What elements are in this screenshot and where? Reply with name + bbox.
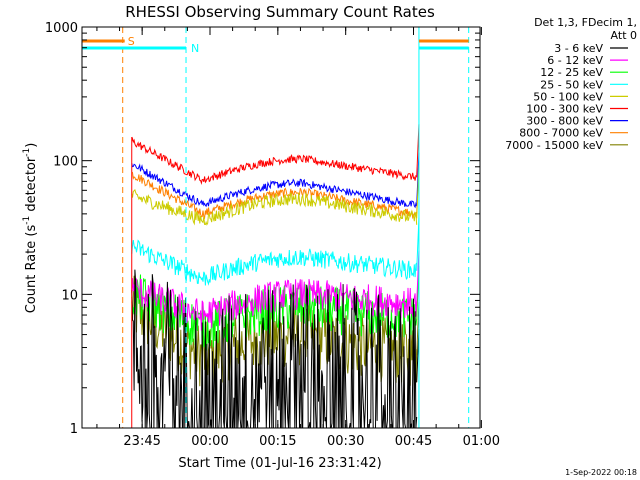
annotation-layer: SN bbox=[82, 27, 470, 428]
night-flag-label: N bbox=[191, 42, 199, 55]
y-axis: 1 10 100 1000 bbox=[45, 21, 480, 437]
y-tick-label: 100 bbox=[53, 155, 78, 170]
series-line bbox=[131, 188, 418, 226]
legend-entry-label: 3 - 6 keV bbox=[554, 42, 603, 55]
generation-timestamp: 1-Sep-2022 00:18 bbox=[565, 468, 637, 477]
y-tick-label: 10 bbox=[61, 288, 78, 303]
y-tick-label: 1 bbox=[70, 422, 78, 437]
chart-title: RHESSI Observing Summary Count Rates bbox=[125, 3, 435, 21]
legend-entry-label: 300 - 800 keV bbox=[526, 115, 603, 128]
legend-entry-label: 7000 - 15000 keV bbox=[505, 139, 603, 152]
legend-header-line1: Det 1,3, FDecim 1, bbox=[534, 16, 637, 29]
legend-entry-label: 25 - 50 keV bbox=[540, 78, 603, 91]
legend-entry-label: 12 - 25 keV bbox=[540, 66, 603, 79]
x-axis-label: Start Time (01-Jul-16 23:31:42) bbox=[178, 456, 381, 471]
x-tick-label: 23:45 bbox=[123, 434, 160, 449]
series-line bbox=[131, 277, 418, 331]
plot-frame bbox=[81, 26, 481, 429]
legend-header-line2: Att 0 bbox=[611, 29, 637, 42]
series-line bbox=[131, 171, 418, 220]
x-tick-label: 00:00 bbox=[191, 434, 228, 449]
series-line bbox=[131, 239, 418, 286]
saa-flag-label: S bbox=[128, 35, 135, 48]
series-line bbox=[131, 136, 417, 186]
legend-entry-label: 800 - 7000 keV bbox=[519, 127, 603, 140]
plot-area bbox=[131, 124, 420, 429]
legend-entry-label: 6 - 12 keV bbox=[547, 54, 603, 67]
x-tick-label: 00:30 bbox=[327, 434, 364, 449]
legend-entry-label: 100 - 300 keV bbox=[526, 103, 603, 116]
x-tick-label: 00:45 bbox=[395, 434, 432, 449]
x-tick-label: 00:15 bbox=[259, 434, 296, 449]
y-axis-label: Count Rate (s-1 detector-1) bbox=[22, 143, 39, 314]
series-line bbox=[131, 163, 418, 209]
y-tick-label: 1000 bbox=[45, 21, 78, 36]
legend-entry-label: 50 - 100 keV bbox=[533, 90, 603, 103]
x-axis: 23:45 00:00 00:15 00:30 00:45 01:00 bbox=[96, 27, 500, 449]
x-tick-label: 01:00 bbox=[463, 434, 500, 449]
